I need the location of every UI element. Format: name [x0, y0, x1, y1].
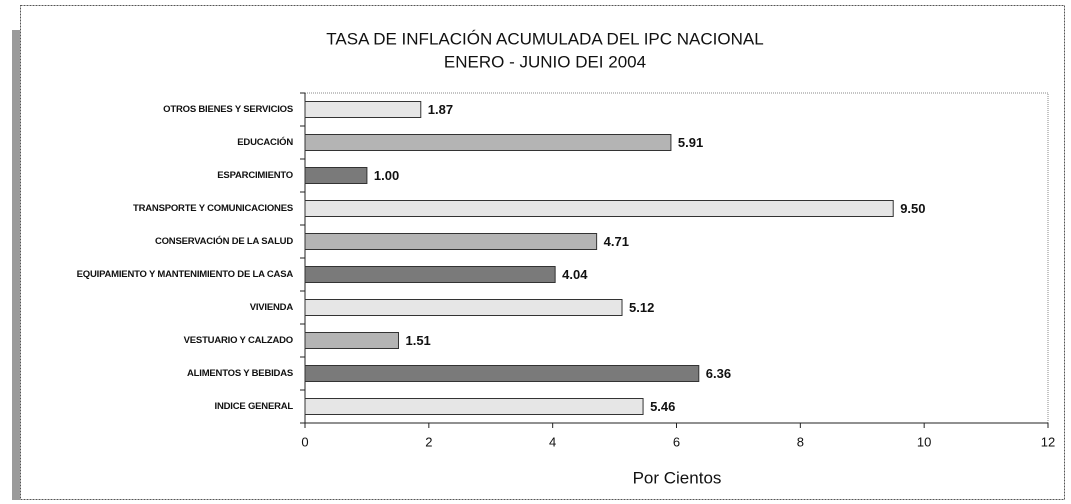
chart-title: TASA DE INFLACIÓN ACUMULADA DEL IPC NACI… — [326, 29, 763, 48]
bar — [304, 365, 700, 382]
value-label: 6.36 — [706, 366, 731, 381]
bar — [304, 398, 644, 415]
x-tick-label: 6 — [673, 434, 680, 449]
value-label: 5.91 — [678, 135, 703, 150]
x-tick-label: 2 — [425, 434, 432, 449]
value-label: 9.50 — [900, 201, 925, 216]
value-label: 1.87 — [428, 102, 453, 117]
bar — [304, 167, 368, 184]
frame-shadow — [12, 30, 20, 500]
value-label: 4.04 — [562, 267, 588, 282]
bar — [304, 299, 623, 316]
y-tick-label: INDICE GENERAL — [214, 400, 294, 412]
x-tick-label: 0 — [301, 434, 308, 449]
bar — [304, 233, 598, 250]
x-tick-label: 8 — [797, 434, 804, 449]
y-tick-label: VESTUARIO Y CALZADO — [183, 334, 294, 346]
value-label: 1.00 — [374, 168, 399, 183]
value-label: 4.71 — [604, 234, 629, 249]
bar — [304, 101, 422, 118]
y-tick-label: ALIMENTOS Y BEBIDAS — [187, 367, 293, 379]
bar — [304, 200, 894, 217]
y-tick-label: VIVIENDA — [249, 301, 293, 313]
x-tick-label: 12 — [1041, 434, 1055, 449]
x-tick-label: 4 — [549, 434, 556, 449]
x-axis-label: Por Cientos — [633, 468, 722, 487]
y-tick-label: OTROS BIENES Y SERVICIOS — [163, 103, 293, 115]
y-tick-label: EQUIPAMIENTO Y MANTENIMIENTO DE LA CASA — [76, 268, 294, 280]
value-label: 5.12 — [629, 300, 654, 315]
y-tick-label: TRANSPORTE Y COMUNICACIONES — [133, 202, 293, 214]
chart-subtitle: ENERO - JUNIO DEI 2004 — [444, 52, 646, 71]
y-tick-label: ESPARCIMIENTO — [217, 169, 293, 181]
value-label: 1.51 — [405, 333, 430, 348]
bar — [304, 332, 399, 349]
y-tick-label: EDUCACIÓN — [237, 136, 293, 148]
bar — [304, 134, 672, 151]
x-tick-label: 10 — [917, 434, 931, 449]
value-label: 5.46 — [650, 399, 675, 414]
y-tick-label: CONSERVACIÓN DE LA SALUD — [154, 235, 293, 247]
bar — [304, 266, 556, 283]
frame — [20, 5, 1065, 500]
